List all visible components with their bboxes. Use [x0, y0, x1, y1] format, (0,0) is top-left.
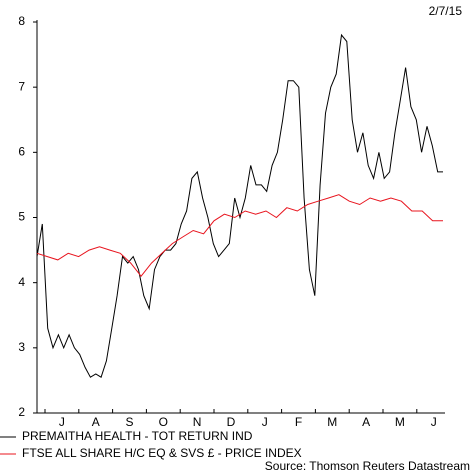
y-tick-label: 7 [18, 79, 25, 93]
x-tick-label: J [431, 415, 437, 429]
y-tick-label: 8 [18, 14, 25, 28]
x-tick-label: M [395, 415, 405, 429]
series-line [36, 194, 443, 278]
y-tick-label: 2 [18, 405, 25, 419]
x-tick-label: D [227, 415, 236, 429]
legend-label: PREMAITHA HEALTH - TOT RETURN IND [22, 429, 253, 443]
x-tick-label: J [262, 415, 268, 429]
series-line [36, 33, 443, 378]
x-tick-label: M [327, 415, 337, 429]
y-tick-label: 3 [18, 340, 25, 354]
x-tick-label: N [193, 415, 202, 429]
y-tick-label: 4 [18, 275, 25, 289]
x-tick-label: F [295, 415, 302, 429]
x-tick-label: S [125, 415, 133, 429]
x-tick-label: O [159, 415, 168, 429]
x-tick-label: A [362, 415, 370, 429]
x-tick-label: A [92, 415, 100, 429]
y-tick-label: 6 [18, 145, 25, 159]
source: Source: Thomson Reuters Datastream [265, 459, 470, 473]
legend-label: FTSE ALL SHARE H/C EQ & SVS £ - PRICE IN… [22, 446, 302, 460]
date-label: 2/7/15 [429, 4, 463, 18]
y-tick-label: 5 [18, 210, 25, 224]
x-tick-label: J [59, 415, 65, 429]
